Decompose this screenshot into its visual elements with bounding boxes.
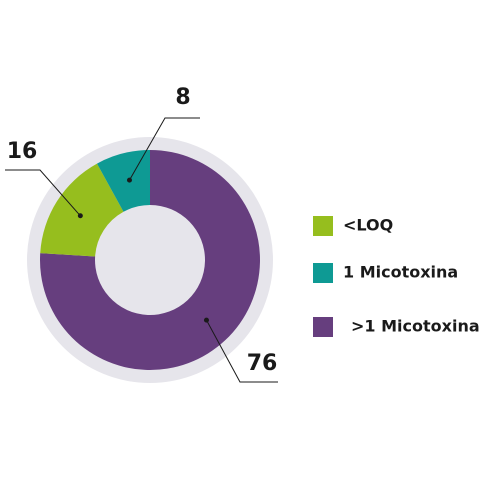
legend-label: 1 Micotoxina	[343, 263, 458, 282]
leader-dot	[77, 213, 83, 219]
donut-slice	[97, 150, 150, 212]
leader-dot	[203, 317, 209, 323]
legend-label: >1 Micotoxina	[351, 317, 480, 336]
legend-swatch	[313, 317, 333, 337]
data-label: 76	[247, 351, 278, 376]
donut-slice	[40, 163, 124, 257]
leader-line	[5, 169, 81, 217]
legend-label: <LOQ	[343, 216, 393, 235]
donut-slice	[39, 150, 261, 370]
leader-line	[206, 319, 278, 383]
leader-dot	[126, 177, 132, 183]
data-label: 8	[175, 85, 190, 110]
legend-swatch	[313, 263, 333, 283]
legend-swatch	[313, 216, 333, 236]
leader-line	[129, 117, 200, 181]
data-label: 16	[7, 139, 38, 164]
